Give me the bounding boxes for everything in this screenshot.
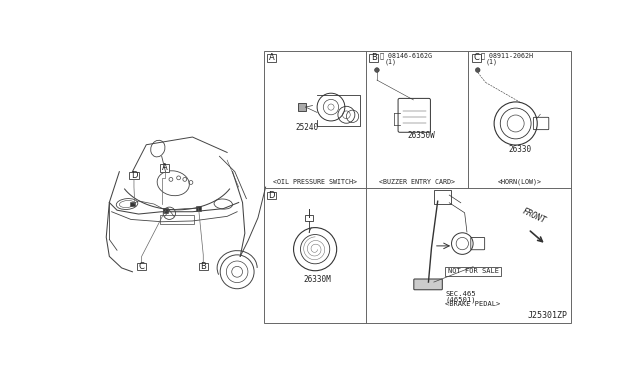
Text: D: D bbox=[131, 171, 137, 180]
Text: SEC.465: SEC.465 bbox=[445, 291, 476, 298]
Text: 25240: 25240 bbox=[296, 123, 319, 132]
Text: <BRAKE PEDAL>: <BRAKE PEDAL> bbox=[445, 301, 500, 307]
Text: Ⓑ 08146-6162G: Ⓑ 08146-6162G bbox=[380, 53, 432, 60]
Text: A: A bbox=[269, 53, 275, 62]
Bar bbox=[129, 172, 139, 179]
Text: (1): (1) bbox=[485, 58, 497, 65]
Bar bbox=[472, 54, 481, 62]
Bar bbox=[86, 51, 261, 323]
Bar bbox=[137, 263, 147, 270]
Bar bbox=[305, 215, 313, 221]
Bar bbox=[130, 202, 135, 206]
Text: D: D bbox=[269, 191, 275, 200]
Bar bbox=[160, 164, 170, 172]
Text: <BUZZER ENTRY CARD>: <BUZZER ENTRY CARD> bbox=[380, 179, 455, 185]
FancyBboxPatch shape bbox=[414, 279, 442, 290]
Text: Ⓝ 08911-2062H: Ⓝ 08911-2062H bbox=[481, 53, 533, 60]
Text: FRONT: FRONT bbox=[520, 206, 547, 225]
Text: B: B bbox=[200, 262, 206, 271]
Text: (46501): (46501) bbox=[445, 296, 476, 302]
Bar bbox=[369, 54, 378, 62]
Bar bbox=[196, 206, 201, 211]
Text: (1): (1) bbox=[385, 58, 397, 65]
Circle shape bbox=[476, 68, 480, 73]
Text: <HORN(LOW)>: <HORN(LOW)> bbox=[497, 178, 541, 185]
Text: B: B bbox=[371, 53, 377, 62]
Bar bbox=[267, 192, 276, 199]
Bar bbox=[434, 190, 451, 203]
Text: 26330M: 26330M bbox=[303, 275, 332, 283]
Bar bbox=[445, 267, 501, 276]
Text: C: C bbox=[139, 262, 145, 271]
Bar bbox=[160, 215, 194, 224]
Bar bbox=[298, 103, 305, 111]
Bar bbox=[267, 54, 276, 62]
Text: A: A bbox=[162, 163, 168, 172]
Text: <OIL PRESSURE SWITCH>: <OIL PRESSURE SWITCH> bbox=[273, 179, 357, 185]
Text: 26350W: 26350W bbox=[407, 131, 435, 141]
Text: NOT FOR SALE: NOT FOR SALE bbox=[447, 268, 499, 274]
Text: J25301ZP: J25301ZP bbox=[527, 311, 568, 320]
Bar bbox=[198, 263, 208, 270]
Circle shape bbox=[374, 68, 380, 73]
Bar bbox=[163, 208, 168, 212]
Text: C: C bbox=[473, 53, 479, 62]
Text: 26330: 26330 bbox=[508, 145, 531, 154]
Bar bbox=[264, 51, 570, 323]
